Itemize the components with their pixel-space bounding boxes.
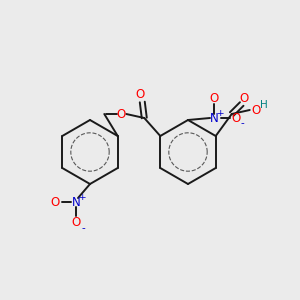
Text: O: O [71,217,81,230]
Text: O: O [251,103,260,116]
Text: N: N [210,112,218,124]
Text: -: - [81,223,85,233]
Text: O: O [209,92,219,104]
Text: O: O [239,92,248,106]
Text: O: O [136,88,145,101]
Text: O: O [117,107,126,121]
Text: N: N [72,196,80,208]
Text: +: + [78,193,86,202]
Text: H: H [260,100,268,110]
Text: O: O [231,112,241,124]
Text: -: - [240,118,244,128]
Text: O: O [50,196,60,208]
Text: +: + [216,109,224,118]
